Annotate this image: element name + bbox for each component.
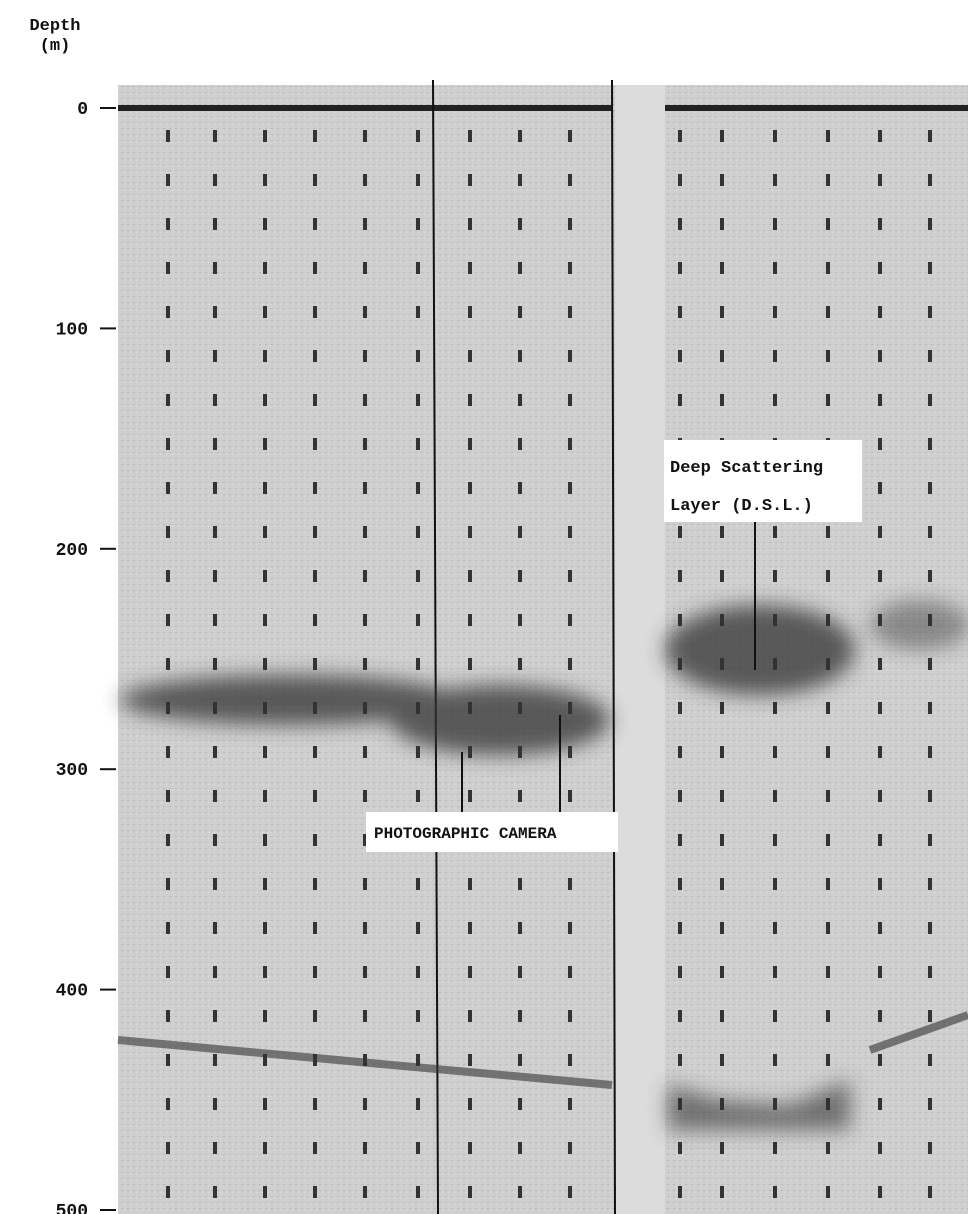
tick-label: 400 bbox=[56, 982, 88, 1002]
annotation-box bbox=[366, 812, 618, 852]
range-marks bbox=[166, 130, 932, 1214]
event-line bbox=[611, 79, 616, 1214]
bottom-echo bbox=[668, 1080, 850, 1130]
bottom-echo bbox=[868, 1011, 968, 1054]
tick-label: 300 bbox=[56, 761, 88, 781]
echogram bbox=[117, 79, 968, 1214]
annotation: Layer (D.S.L.) bbox=[670, 497, 813, 516]
annotation: PHOTOGRAPHIC CAMERA bbox=[374, 825, 557, 843]
tick-label: 0 bbox=[77, 100, 88, 120]
event-line bbox=[432, 79, 439, 1214]
tick-label: 200 bbox=[56, 541, 88, 561]
bottom-echo bbox=[117, 1036, 613, 1089]
depth-axis: 0 100 200 300 400 500 bbox=[56, 100, 116, 1214]
record-gap bbox=[615, 85, 665, 1214]
tick-label: 100 bbox=[56, 320, 88, 340]
scattering-layer bbox=[120, 600, 968, 755]
tick-label: 500 bbox=[56, 1202, 88, 1214]
annotation: Deep Scattering bbox=[670, 459, 823, 478]
axis-title: (m) bbox=[40, 37, 71, 56]
axis-title: Depth bbox=[29, 17, 80, 36]
annotation-box bbox=[664, 440, 862, 522]
